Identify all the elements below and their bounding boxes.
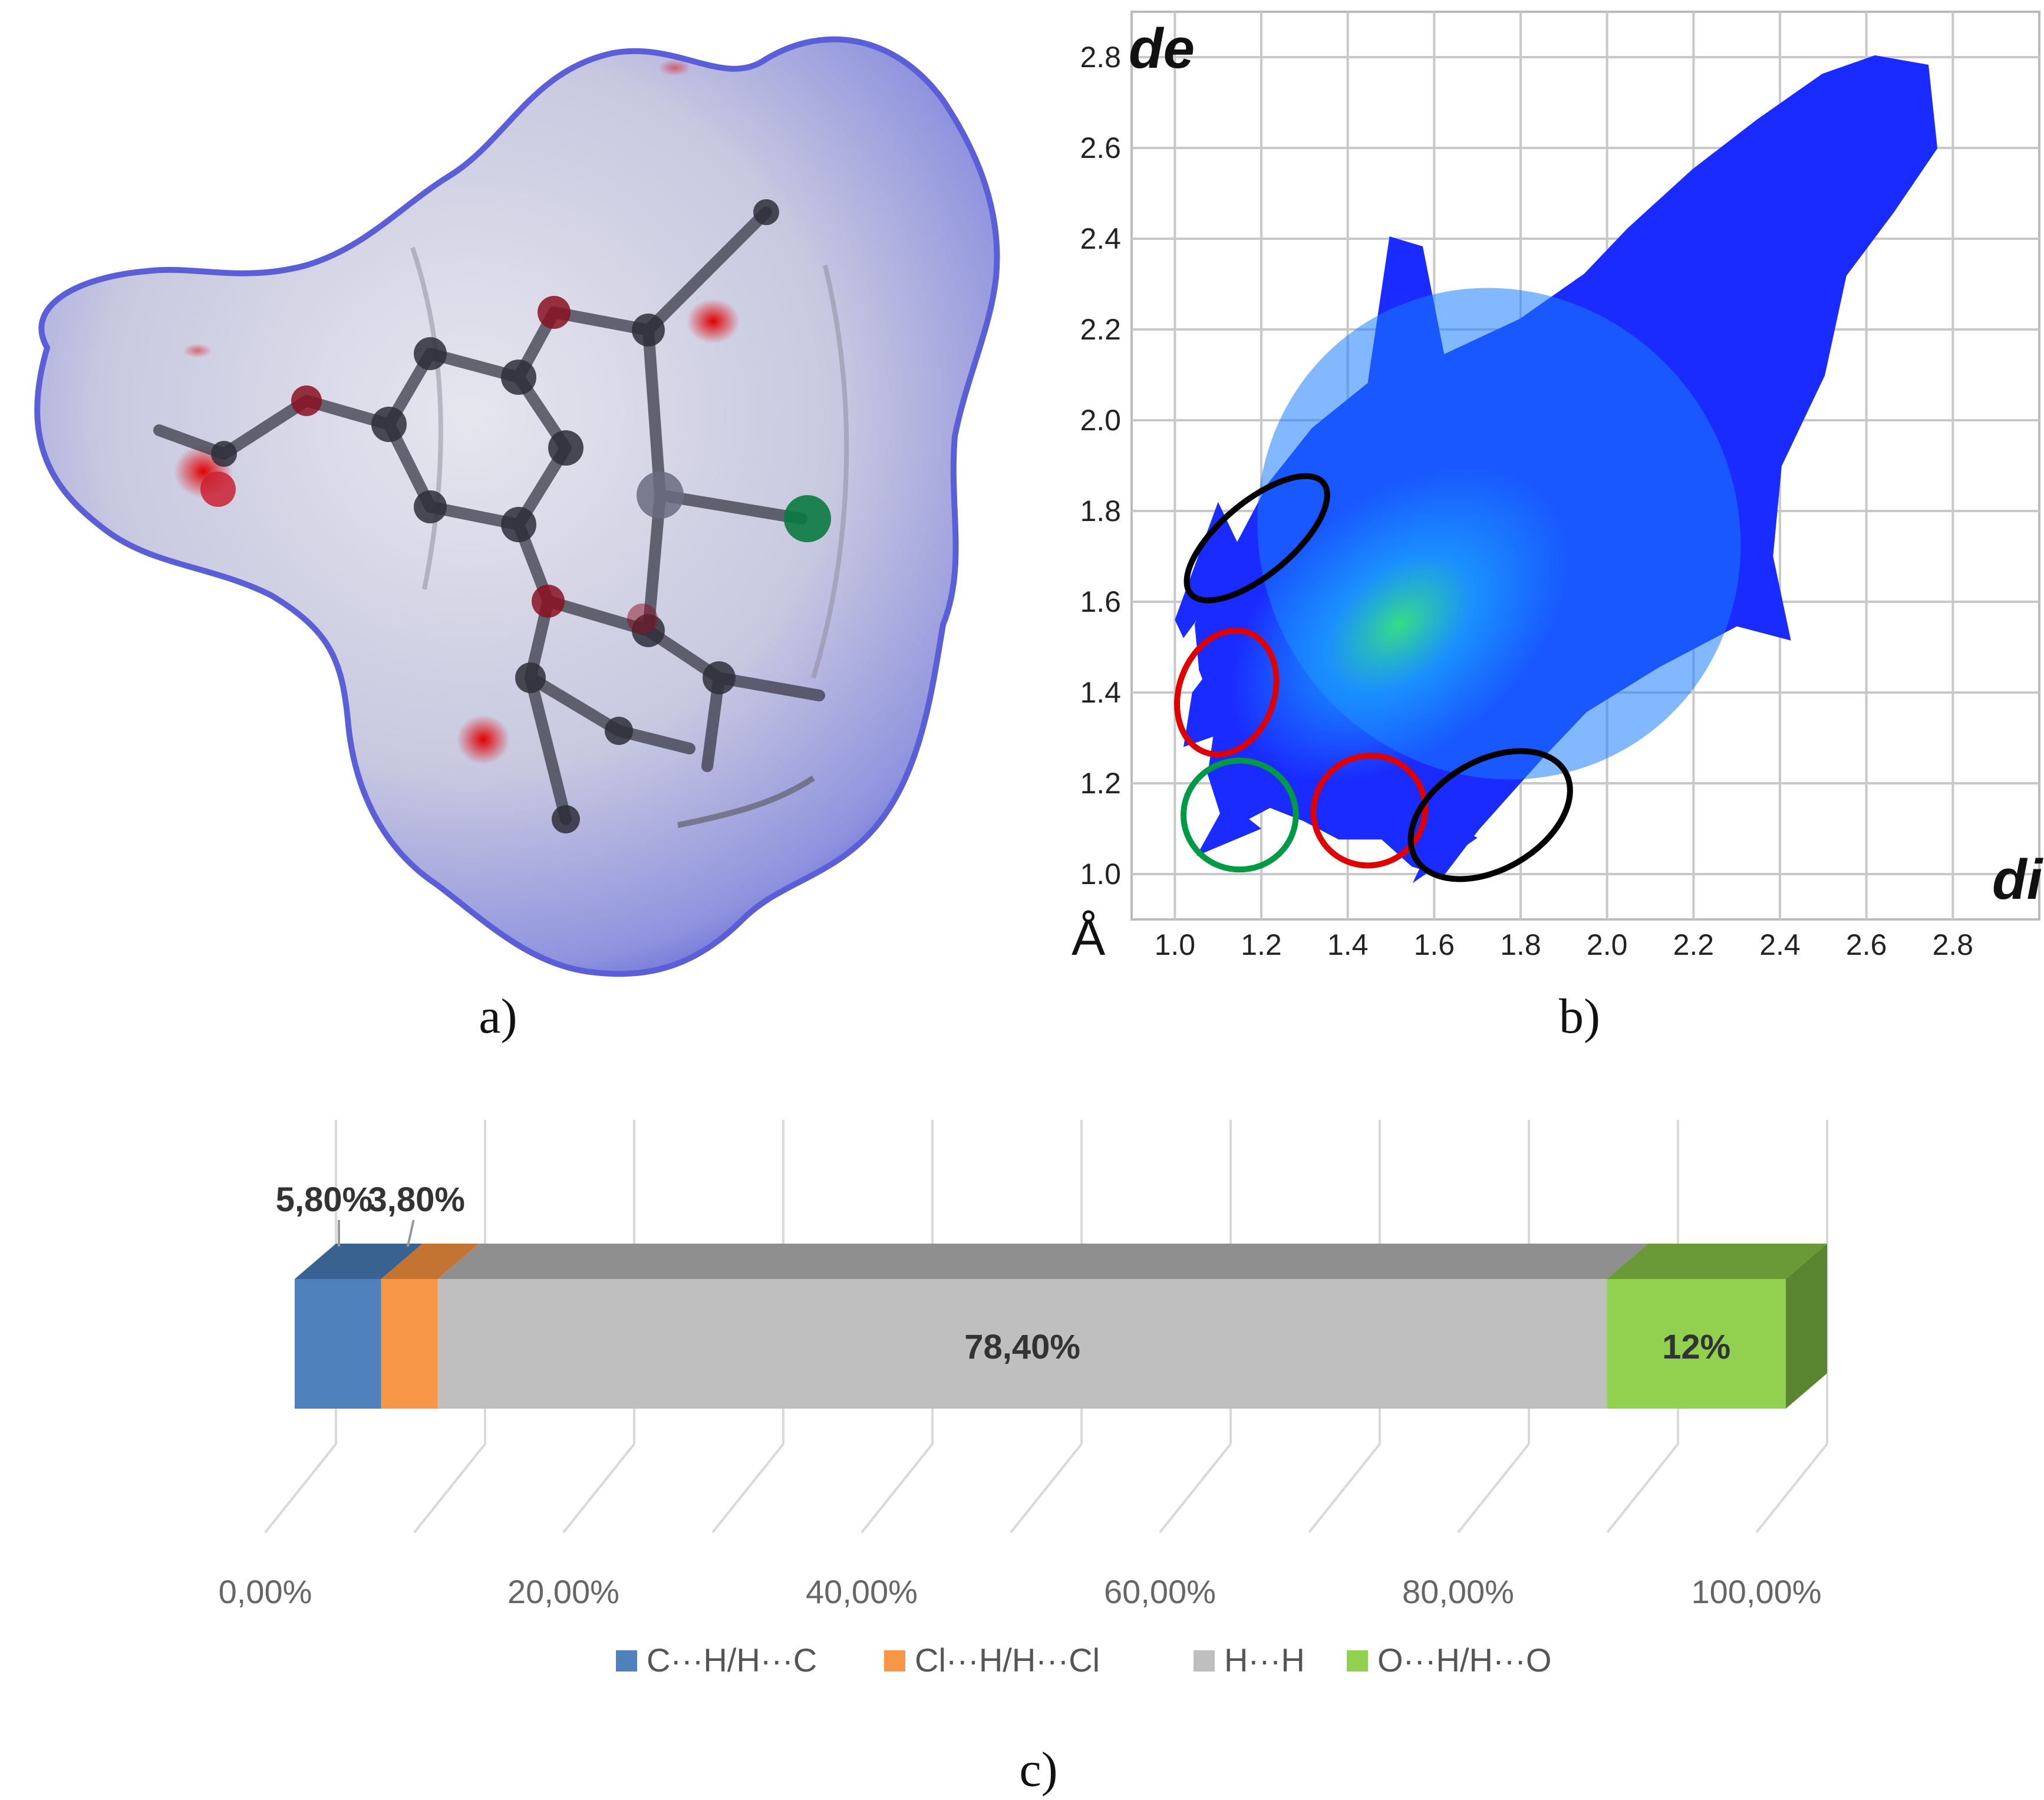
fingerprint-region-ellipse: [1183, 473, 1330, 604]
fingerprint-x-tick-label: 2.4: [1759, 928, 1801, 961]
fingerprint-spike: [1175, 502, 1244, 638]
fingerprint-x-ticks: 1.0 1.2 1.4 1.6 1.8 2.0 2.2 2.4 2.6 2.8: [1155, 928, 1974, 961]
bar-segment-side: [1786, 1244, 1827, 1409]
bar-floor-gridline: [711, 1443, 784, 1534]
bar-label-leader: [406, 1219, 415, 1247]
fingerprint-annotations: [1174, 473, 1573, 882]
bar-legend: C···H/H···C Cl···H/H···Cl H···H O···H/H···O: [616, 1641, 1551, 1679]
fingerprint-x-tick-label: 2.6: [1846, 928, 1887, 961]
hirshfeld-surface: [34, 36, 1000, 977]
fingerprint-y-ticks: 1.0 1.2 1.4 1.6 1.8 2.0 2.2 2.4 2.6 2.8: [1080, 41, 1121, 891]
fingerprint-y-tick-label: 2.6: [1080, 131, 1121, 164]
bar-segment: [295, 1279, 381, 1409]
fingerprint-x-name: di: [1992, 848, 2044, 911]
bar-floor-gridline: [1308, 1443, 1381, 1534]
fingerprint-unit: Å: [1072, 909, 1106, 966]
bar-segment-top: [381, 1244, 479, 1279]
bar-floor-gridline: [264, 1443, 337, 1534]
bar-floor-gridline: [413, 1443, 486, 1534]
fingerprint-x-tick-label: 1.0: [1155, 928, 1196, 961]
bar-floor-gridline: [861, 1443, 934, 1534]
fingerprint-y-tick-label: 2.2: [1080, 313, 1121, 346]
fingerprint-spike: [1196, 801, 1261, 856]
legend-swatch: [616, 1650, 637, 1672]
bar-segments: [295, 1244, 1827, 1409]
legend-entry: Cl···H/H···Cl: [915, 1641, 1100, 1679]
fingerprint-region-ellipse: [1180, 757, 1299, 873]
bar-segment: [437, 1279, 1607, 1409]
panel-label-c: c): [1019, 1742, 1057, 1797]
fingerprint-y-tick-label: 1.8: [1080, 494, 1121, 528]
legend-swatch: [1194, 1650, 1215, 1672]
fingerprint-x-tick-label: 1.4: [1327, 928, 1369, 961]
fingerprint-x-tick-label: 2.2: [1673, 928, 1715, 961]
fingerprint-x-tick-label: 2.0: [1587, 928, 1628, 961]
bar-data-label: 12%: [1662, 1328, 1730, 1366]
bar-floor-gridline: [1755, 1443, 1828, 1534]
bar-segment-top: [1607, 1244, 1827, 1279]
bar-x-tick-label: 20,00%: [507, 1573, 619, 1610]
fingerprint-x-tick-label: 1.8: [1500, 928, 1541, 961]
bar-floor-gridline: [1457, 1443, 1530, 1534]
legend-entry: H···H: [1224, 1641, 1305, 1679]
bar-floor-gridline: [1010, 1443, 1083, 1534]
panel-label-a: a): [479, 989, 517, 1044]
bar-x-tick-label: 80,00%: [1402, 1573, 1514, 1610]
fingerprint-y-tick-label: 2.0: [1080, 404, 1121, 437]
bar-segment: [1607, 1279, 1786, 1409]
fingerprint-density: [1175, 55, 1938, 883]
contact-bar-chart: 5,80%3,80% 78,40% 12% 0,00% 20,00% 40,00% 60,…: [219, 1120, 1828, 1679]
fingerprint-y-tick-label: 1.2: [1080, 767, 1121, 800]
bar-floor-gridline: [1159, 1443, 1232, 1534]
bar-segment-top: [295, 1244, 423, 1279]
fingerprint-x-tick-label: 1.6: [1414, 928, 1455, 961]
bar-floor-gridline: [562, 1443, 635, 1534]
legend-swatch: [884, 1650, 905, 1672]
bar-data-labels: 5,80%3,80% 78,40% 12%: [276, 1181, 1730, 1366]
legend-entry: O···H/H···O: [1377, 1641, 1551, 1679]
bar-x-ticks: 0,00% 20,00% 40,00% 60,00% 80,00% 100,00%: [219, 1573, 1822, 1610]
fingerprint-spike: [1183, 647, 1235, 747]
bar-data-label: 5,80%: [276, 1181, 372, 1219]
fingerprint-y-tick-label: 2.8: [1080, 41, 1121, 74]
fingerprint-y-name: de: [1129, 17, 1195, 80]
bar-x-tick-label: 100,00%: [1691, 1573, 1821, 1610]
bar-segment: [381, 1279, 438, 1409]
fingerprint-spike: [1412, 819, 1478, 883]
fingerprint-y-tick-label: 2.4: [1080, 222, 1121, 255]
bar-floor-gridline: [1606, 1443, 1679, 1534]
fingerprint-x-tick-label: 2.8: [1933, 928, 1974, 961]
bar-x-tick-label: 0,00%: [219, 1573, 312, 1610]
hirshfeld-surface-image: [34, 36, 1000, 977]
bar-segment-top: [437, 1244, 1649, 1279]
fingerprint-region-ellipse: [1174, 628, 1280, 757]
fingerprint-region-ellipse: [1407, 748, 1573, 882]
fingerprint-y-tick-label: 1.0: [1080, 858, 1121, 891]
bar-x-tick-label: 60,00%: [1104, 1573, 1216, 1610]
bar-data-label: 3,80%: [368, 1181, 465, 1219]
fingerprint-region-ellipse: [1310, 753, 1428, 869]
fingerprint-high-density: [1230, 467, 1569, 782]
panel-label-b: b): [1559, 989, 1600, 1044]
legend-entry: C···H/H···C: [647, 1641, 817, 1679]
fingerprint-x-tick-label: 1.2: [1241, 928, 1282, 961]
fingerprint-y-tick-label: 1.4: [1080, 676, 1121, 709]
fingerprint-plot: 1.0 1.2 1.4 1.6 1.8 2.0 2.2 2.4 2.6 2.8 1.0 1.2 1.4…: [1072, 11, 2044, 966]
bar-x-tick-label: 40,00%: [806, 1573, 918, 1610]
fingerprint-y-tick-label: 1.6: [1080, 585, 1121, 618]
legend-swatch: [1347, 1650, 1368, 1672]
bar-data-label: 78,40%: [964, 1328, 1080, 1366]
